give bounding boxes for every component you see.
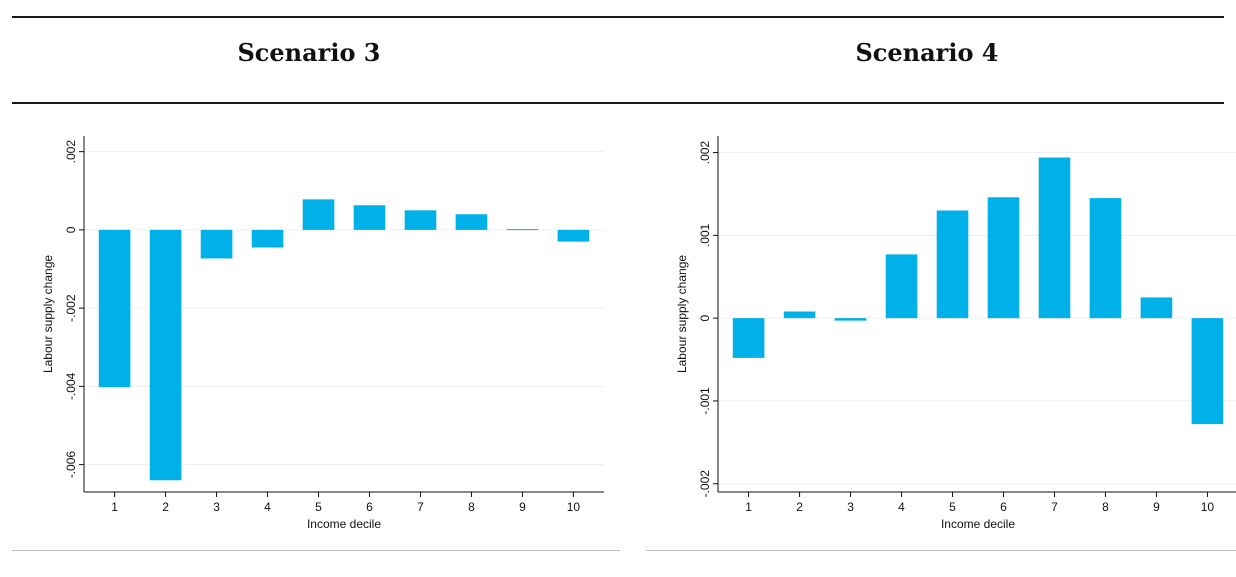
x-tick-label: 6 xyxy=(366,500,373,514)
bar-decile-9 xyxy=(1140,297,1173,319)
x-tick-label: 3 xyxy=(213,500,220,514)
y-axis-title: Labour supply change xyxy=(41,255,55,373)
bar-decile-2 xyxy=(149,229,182,481)
x-tick-label: 3 xyxy=(847,500,854,514)
bar-decile-10 xyxy=(557,229,590,242)
x-tick-label: 8 xyxy=(468,500,475,514)
x-tick-label: 1 xyxy=(745,500,752,514)
bar-decile-3 xyxy=(200,229,233,259)
y-tick-label: 0 xyxy=(64,226,78,233)
scenario-3-chart: -.006 -.004 -.002 0 .002 1 2 3 4 5 6 7 8 9 10 Income de… xyxy=(41,136,604,531)
bar-decile-6 xyxy=(353,205,386,230)
scenario-3-heading: Scenario 3 xyxy=(237,38,381,67)
x-axis-title: Income decile xyxy=(307,517,381,531)
x-tick-label: 10 xyxy=(1201,500,1215,514)
x-tick-label: 7 xyxy=(417,500,424,514)
y-axis-title: Labour supply change xyxy=(675,255,689,373)
y-tick-label: -.002 xyxy=(64,294,78,322)
left-bottom-rule xyxy=(12,550,620,551)
x-tick-label: 2 xyxy=(796,500,803,514)
y-tick-label: .002 xyxy=(698,141,712,165)
x-tick-label: 5 xyxy=(315,500,322,514)
x-tick-label: 4 xyxy=(264,500,271,514)
bar-decile-4 xyxy=(251,229,284,248)
y-tick-label: -.004 xyxy=(64,372,78,400)
bar-decile-5 xyxy=(302,199,335,230)
bar-decile-3 xyxy=(834,318,867,321)
bar-decile-7 xyxy=(1038,157,1071,319)
x-tick-label: 5 xyxy=(949,500,956,514)
x-tick-label: 9 xyxy=(519,500,526,514)
bar-decile-5 xyxy=(936,210,969,319)
y-tick-label: .002 xyxy=(64,140,78,164)
y-tick-label: -.002 xyxy=(698,470,712,498)
x-tick-label: 9 xyxy=(1153,500,1160,514)
bar-decile-2 xyxy=(783,311,816,319)
top-rule xyxy=(12,16,1224,18)
x-tick-label: 1 xyxy=(111,500,118,514)
bar-decile-10 xyxy=(1191,318,1224,425)
x-tick-label: 4 xyxy=(898,500,905,514)
bar-decile-8 xyxy=(1089,198,1122,319)
scenario-4-heading: Scenario 4 xyxy=(855,38,999,67)
bar-decile-4 xyxy=(885,254,918,319)
y-tick-label: -.001 xyxy=(698,387,712,415)
header-rule xyxy=(12,102,1224,104)
y-tick-label: 0 xyxy=(698,314,712,321)
bar-decile-6 xyxy=(987,197,1020,319)
bar-decile-7 xyxy=(404,210,437,230)
scenario-4-chart: -.002 -.001 0 .001 .002 1 2 3 4 5 6 7 8 9 10 Income dec… xyxy=(675,136,1236,531)
x-tick-label: 7 xyxy=(1051,500,1058,514)
bar-decile-1 xyxy=(98,229,131,388)
x-tick-label: 6 xyxy=(1000,500,1007,514)
x-axis-title: Income decile xyxy=(941,517,1015,531)
bar-decile-1 xyxy=(732,318,765,358)
y-tick-label: .001 xyxy=(698,223,712,247)
bar-decile-9 xyxy=(506,229,539,231)
x-tick-label: 2 xyxy=(162,500,169,514)
bar-decile-8 xyxy=(455,214,488,230)
y-tick-label: -.006 xyxy=(64,451,78,479)
x-tick-label: 8 xyxy=(1102,500,1109,514)
right-bottom-rule xyxy=(646,550,1236,551)
x-tick-label: 10 xyxy=(567,500,581,514)
